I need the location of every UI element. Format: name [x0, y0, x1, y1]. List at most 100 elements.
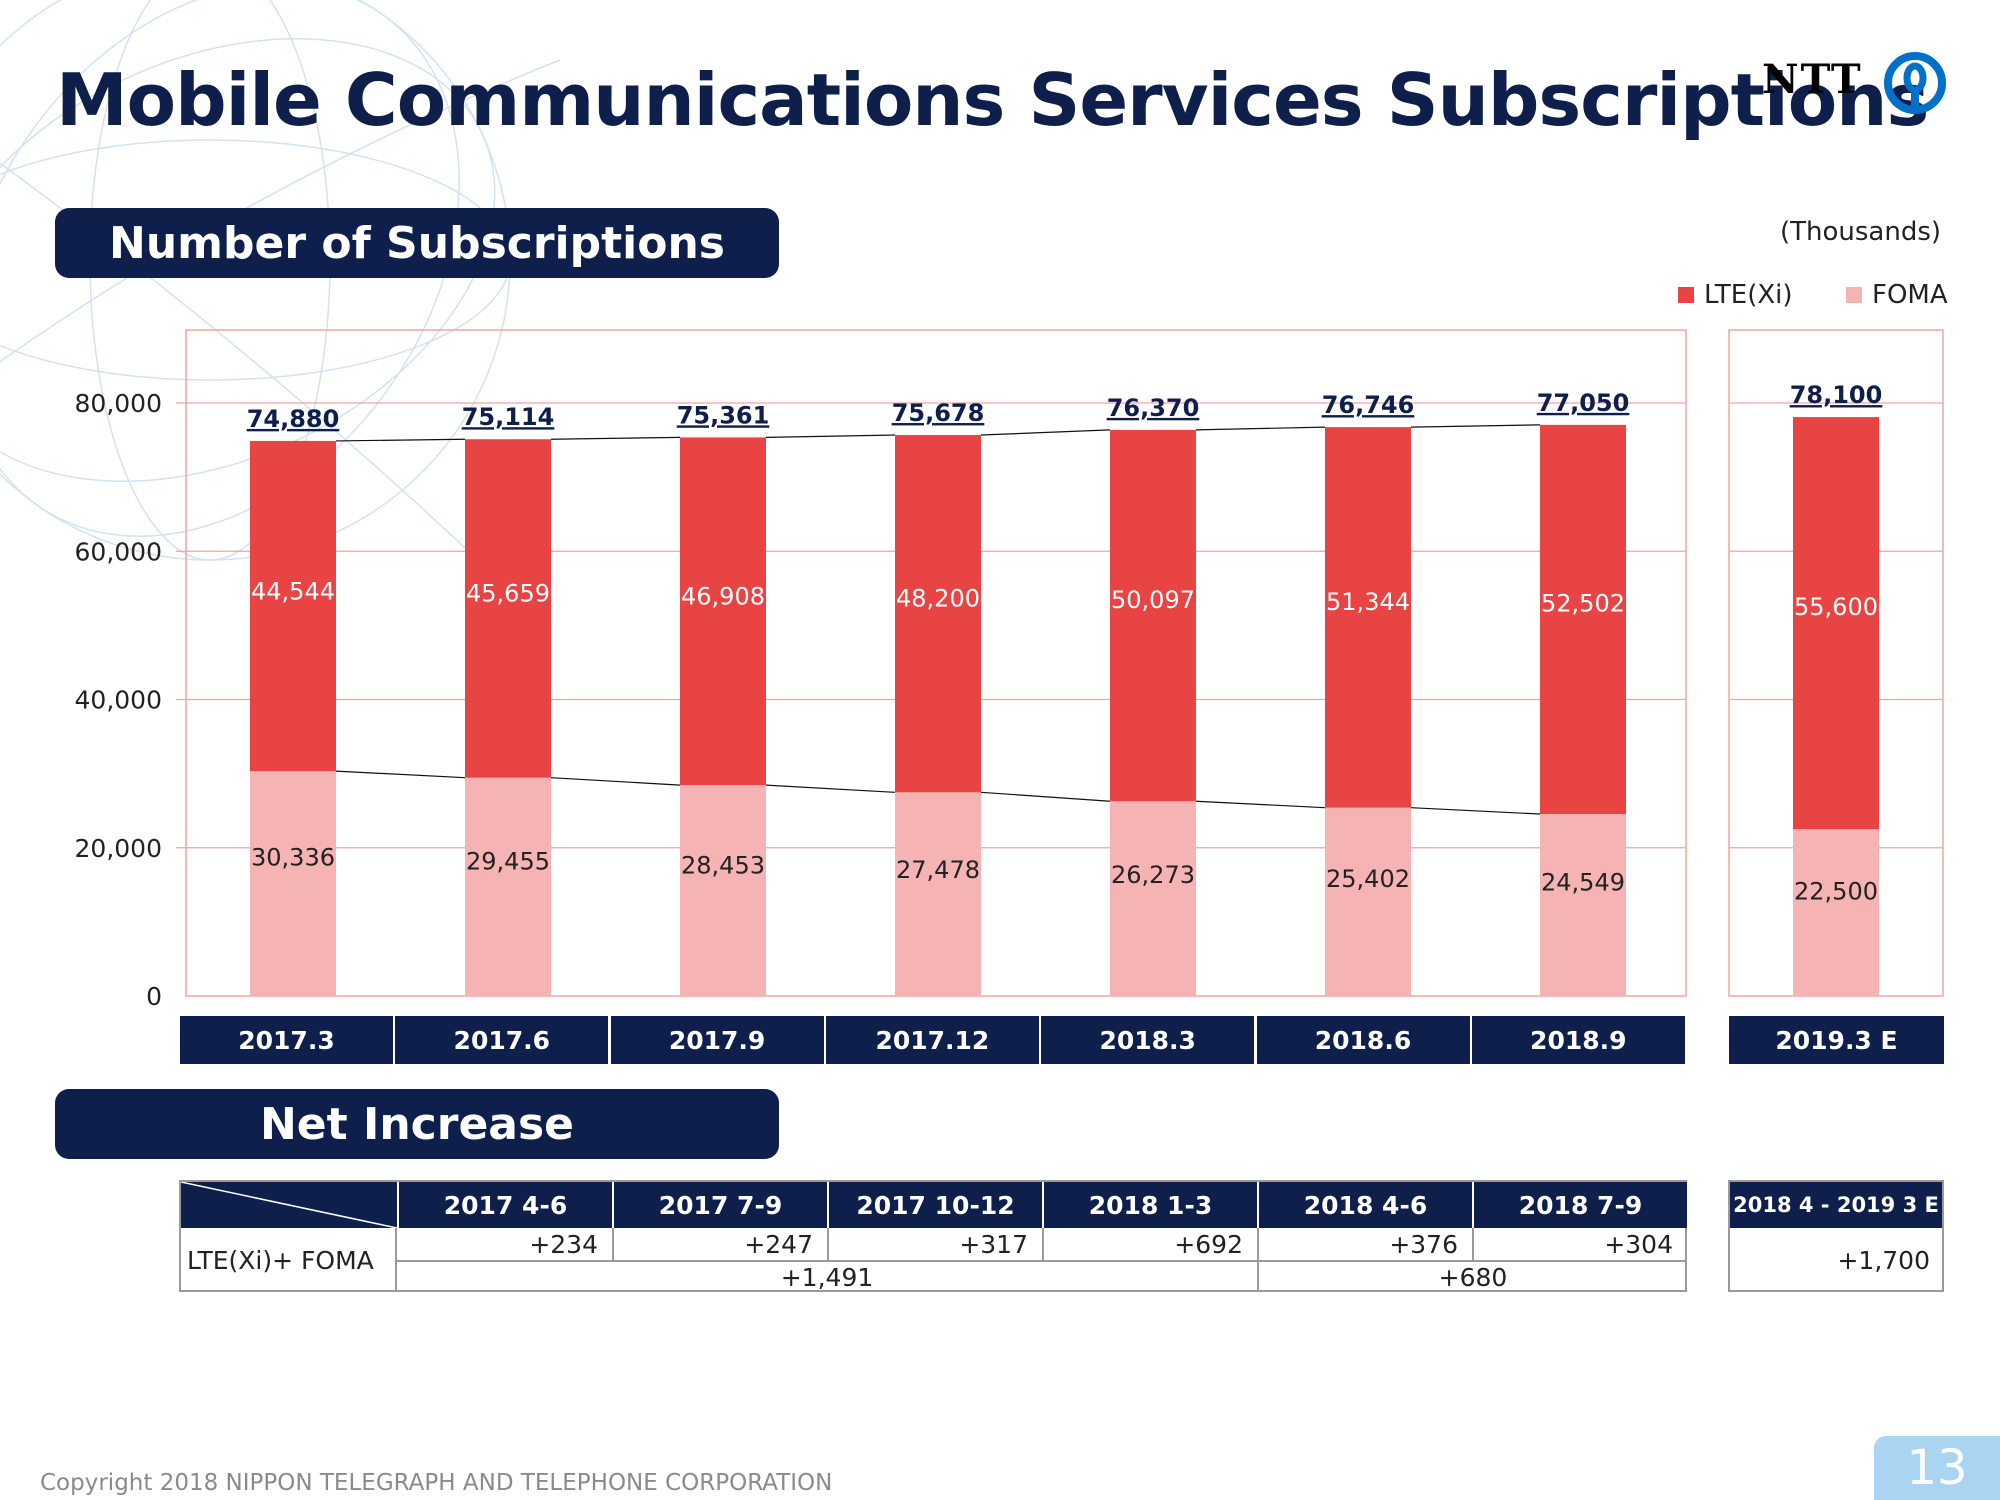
- label-lte-5: 51,344: [1326, 588, 1410, 616]
- quarterly-value-3: +692: [1042, 1228, 1257, 1260]
- label-total-5: 76,746: [1322, 391, 1415, 419]
- page-title: Mobile Communications Services Subscript…: [56, 58, 1929, 142]
- bar-foma-6: [1540, 814, 1626, 996]
- connector-total-1: [550, 436, 681, 440]
- ntt-loop-icon: [1884, 52, 1946, 114]
- category-label-3: 2017.12: [825, 1016, 1039, 1064]
- ntt-logo: NTT: [1762, 50, 1948, 124]
- bar-lte-0: [250, 440, 336, 772]
- y-tick-label-2: 40,000: [75, 686, 162, 715]
- y-tick-label-3: 60,000: [75, 537, 162, 566]
- label-foma-3: 27,478: [896, 856, 980, 884]
- bar-foma-1: [465, 777, 551, 996]
- label-foma-0: 30,336: [251, 844, 335, 872]
- label-total-6: 77,050: [1537, 389, 1630, 417]
- table-header-4: 2018 4-6: [1257, 1182, 1472, 1228]
- bar-lte-3: [895, 435, 981, 793]
- legend-foma-swatch: [1846, 287, 1862, 303]
- category-label-5: 2018.6: [1256, 1016, 1470, 1064]
- table-header-0: 2017 4-6: [397, 1182, 612, 1228]
- label-total-1: 75,114: [462, 403, 555, 431]
- fiscal-2018-h1-total: +680: [1257, 1262, 1687, 1292]
- bar-foma-3: [895, 792, 981, 996]
- connector-foma-0: [335, 770, 466, 779]
- bar-lte-6: [1540, 424, 1626, 815]
- label-lte-7: 55,600: [1794, 593, 1878, 621]
- bar-lte-2: [680, 437, 766, 786]
- y-tick-label-1: 20,000: [75, 834, 162, 863]
- quarterly-value-1: +247: [612, 1228, 827, 1260]
- label-total-2: 75,361: [677, 401, 770, 429]
- forecast-header: 2018 4 - 2019 3 E: [1730, 1182, 1942, 1228]
- quarterly-value-4: +376: [1257, 1228, 1472, 1260]
- label-lte-4: 50,097: [1111, 586, 1195, 614]
- category-label-4: 2018.3: [1041, 1016, 1255, 1064]
- page-number: 13: [1874, 1436, 2000, 1500]
- legend-lte-swatch: [1678, 287, 1694, 303]
- table-header-5: 2018 7-9: [1472, 1182, 1687, 1228]
- table-header-1: 2017 7-9: [612, 1182, 827, 1228]
- label-foma-1: 29,455: [466, 847, 550, 875]
- connector-foma-2: [765, 784, 896, 793]
- table-inner-divider: [397, 1260, 1687, 1262]
- net-increase-table: 2017 4-6 2017 7-9 2017 10-12 2018 1-3 2018 4…: [179, 1180, 1687, 1292]
- label-total-4: 76,370: [1107, 394, 1200, 422]
- table-corner-diagonal: [181, 1182, 397, 1228]
- y-tick-label-0: 0: [146, 982, 162, 1011]
- connector-foma-1: [550, 777, 681, 786]
- connector-total-4: [1195, 426, 1326, 431]
- category-label-2: 2017.9: [610, 1016, 824, 1064]
- label-lte-3: 48,200: [896, 585, 980, 613]
- quarterly-value-5: +304: [1472, 1228, 1687, 1260]
- label-lte-1: 45,659: [466, 580, 550, 608]
- bar-foma-5: [1325, 807, 1411, 996]
- bar-lte-7: [1793, 417, 1879, 830]
- bar-foma-4: [1110, 801, 1196, 996]
- connector-total-5: [1410, 424, 1541, 428]
- bar-foma-7: [1793, 829, 1879, 996]
- label-foma-7: 22,500: [1794, 877, 1878, 905]
- bar-lte-1: [465, 439, 551, 778]
- connector-foma-3: [980, 791, 1111, 802]
- label-foma-5: 25,402: [1326, 865, 1410, 893]
- section-net-increase: Net Increase: [55, 1089, 779, 1159]
- row-label: LTE(Xi)+ FOMA: [181, 1228, 397, 1292]
- legend-lte: LTE(Xi): [1678, 280, 1793, 310]
- section-subscriptions: Number of Subscriptions: [55, 208, 779, 278]
- connector-foma-5: [1410, 807, 1541, 815]
- category-label-6: 2018.9: [1471, 1016, 1685, 1064]
- category-label-0: 2017.3: [180, 1016, 393, 1064]
- legend-foma: FOMA: [1846, 280, 1948, 310]
- quarterly-value-0: +234: [529, 1229, 598, 1259]
- y-tick-label-4: 80,000: [75, 389, 162, 418]
- label-lte-0: 44,544: [251, 577, 335, 605]
- connector-foma-4: [1195, 800, 1326, 809]
- logo-text: NTT: [1762, 56, 1863, 103]
- table-header-2: 2017 10-12: [827, 1182, 1042, 1228]
- connector-total-3: [980, 429, 1111, 436]
- label-lte-2: 46,908: [681, 582, 765, 610]
- table-header-3: 2018 1-3: [1042, 1182, 1257, 1228]
- legend-lte-label: LTE(Xi): [1704, 280, 1793, 310]
- forecast-value: +1,700: [1837, 1245, 1930, 1275]
- label-total-3: 75,678: [892, 399, 985, 427]
- quarterly-value-2: +317: [827, 1228, 1042, 1260]
- bar-lte-4: [1110, 429, 1196, 802]
- bar-foma-0: [250, 771, 336, 996]
- label-lte-6: 52,502: [1541, 590, 1625, 618]
- label-foma-6: 24,549: [1541, 868, 1625, 896]
- copyright: Copyright 2018 NIPPON TELEGRAPH AND TELE…: [40, 1470, 833, 1496]
- bar-foma-2: [680, 785, 766, 996]
- bar-lte-5: [1325, 427, 1411, 808]
- connector-total-0: [335, 438, 466, 442]
- forecast-table: 2018 4 - 2019 3 E +1,700: [1728, 1180, 1944, 1292]
- connector-total-2: [765, 434, 896, 438]
- label-foma-4: 26,273: [1111, 861, 1195, 889]
- category-label-7: 2019.3 E: [1729, 1016, 1944, 1064]
- subscriptions-chart: 0 20,000 40,000 60,000 80,000 30,336 44,544 74,…: [75, 329, 1944, 1011]
- label-total-0: 74,880: [247, 405, 340, 433]
- units-label: (Thousands): [1780, 217, 1942, 247]
- label-foma-2: 28,453: [681, 852, 765, 880]
- category-label-1: 2017.6: [395, 1016, 609, 1064]
- fiscal-2017-total: +1,491: [780, 1262, 874, 1292]
